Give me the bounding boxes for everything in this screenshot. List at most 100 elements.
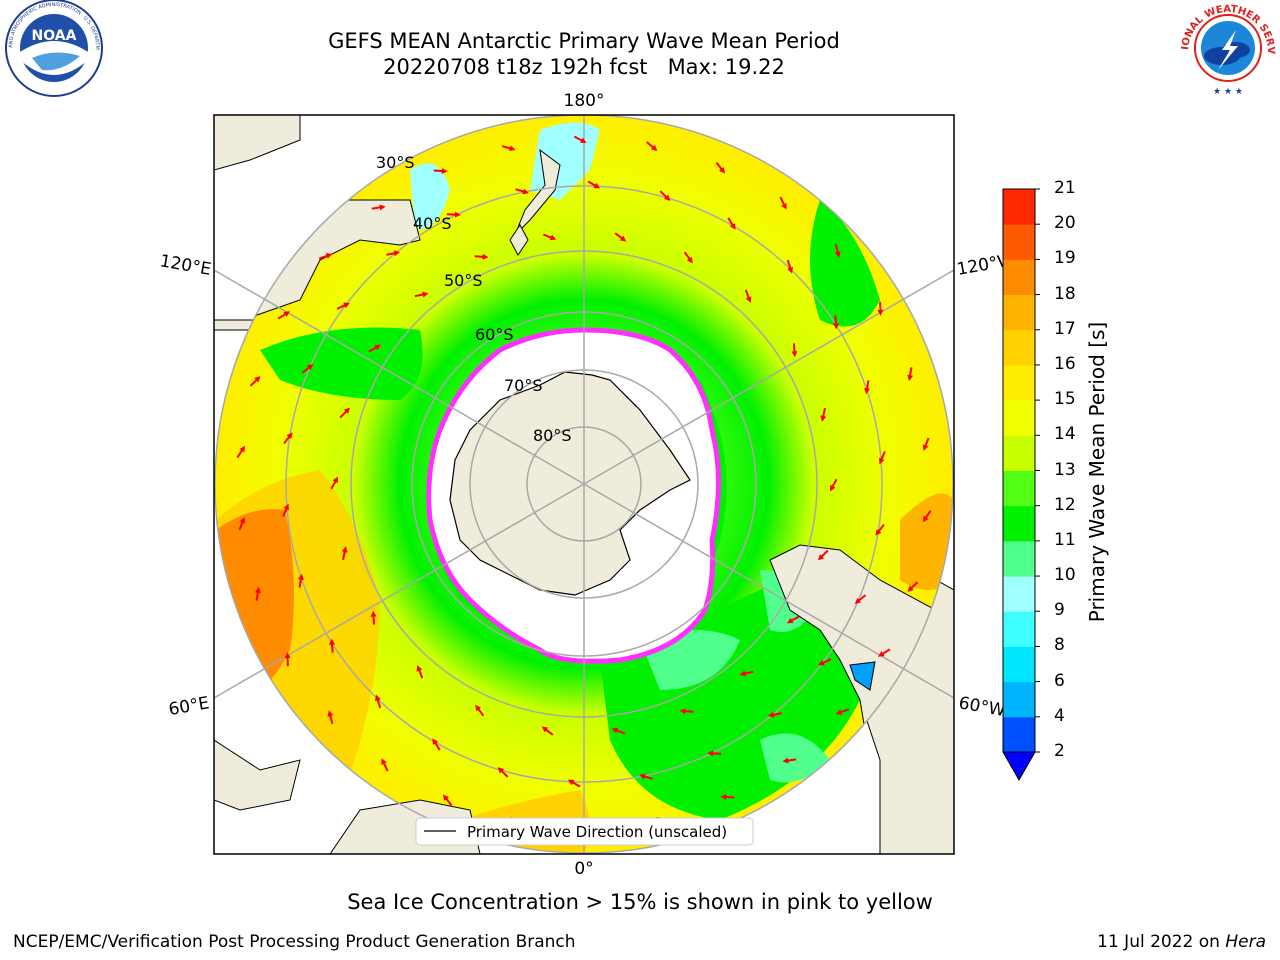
colorbar-band	[1003, 611, 1035, 647]
colorbar-tick-label: 8	[1054, 635, 1065, 656]
wave-arrow	[720, 793, 735, 800]
wave-arrow	[877, 648, 891, 657]
wave-arrow	[659, 190, 671, 201]
lat-label-40: 40°S	[413, 214, 452, 233]
wave-arrow	[381, 758, 389, 772]
wave-arrow	[786, 615, 800, 624]
wave-arrow	[249, 376, 261, 387]
lat-label-30: 30°S	[376, 153, 415, 172]
wave-arrow	[301, 364, 314, 374]
colorbar-band	[1003, 259, 1035, 296]
wave-arrow	[541, 726, 554, 736]
footer-machine: Hera	[1225, 932, 1266, 952]
wave-arrow	[922, 437, 930, 451]
footer-branch: NCEP/EMC/Verification Post Processing Pr…	[13, 932, 576, 952]
wave-arrow	[446, 211, 461, 218]
colorbar-tick-label: 19	[1054, 248, 1076, 269]
wave-arrow	[832, 315, 839, 330]
wave-arrow	[834, 243, 841, 258]
wave-arrow	[416, 664, 424, 679]
wave-arrow	[744, 289, 752, 304]
wave-arrow	[368, 344, 382, 353]
wave-arrow	[297, 573, 304, 588]
wave-arrow	[386, 250, 401, 257]
wave-arrow	[330, 476, 339, 490]
wave-arrow	[475, 704, 485, 717]
wave-arrow	[370, 610, 377, 625]
wave-arrow	[820, 407, 827, 422]
colorbar-band	[1003, 329, 1035, 366]
wave-arrow	[818, 658, 832, 666]
colorbar-tick-label: 12	[1054, 494, 1076, 515]
wave-arrow	[879, 451, 886, 465]
lon-label-180: 180°	[564, 91, 605, 111]
chart-subtitle: 20220708 t18z 192h fcst Max: 19.22	[383, 55, 785, 79]
wave-arrow	[254, 586, 261, 601]
wave-arrow	[501, 145, 516, 152]
wave-arrow	[374, 694, 382, 709]
wave-arrow	[573, 135, 587, 143]
colorbar-tick-label: 20	[1054, 213, 1076, 234]
lon-label-120e: 120°E	[158, 251, 212, 280]
map-frame	[213, 114, 955, 855]
lat-label-70: 70°S	[504, 376, 543, 395]
colorbar-band	[1003, 189, 1035, 225]
wave-arrow	[282, 503, 289, 517]
wave-arrow	[442, 794, 453, 807]
wave-arrow	[318, 253, 333, 260]
wave-arrow	[817, 549, 829, 561]
colorbar-band	[1003, 716, 1035, 753]
wave-arrow	[433, 168, 448, 175]
noaa-logo-text: NOAA	[32, 28, 77, 44]
wave-arrow	[829, 478, 838, 492]
sea-ice-note: Sea Ice Concentration > 15% is shown in …	[347, 890, 933, 914]
lat-label-60: 60°S	[475, 325, 514, 344]
wave-arrow	[767, 711, 782, 718]
wave-arrow	[515, 188, 529, 195]
wave-arrow	[907, 581, 919, 592]
wave-arrow	[339, 407, 351, 419]
wave-arrow	[371, 204, 386, 211]
wave-arrow	[432, 738, 441, 751]
wave-arrow	[238, 517, 246, 531]
colorbar-band	[1003, 224, 1035, 260]
wave-arrow	[683, 251, 693, 264]
colorbar-title: Primary Wave Mean Period [s]	[1085, 321, 1109, 623]
wave-arrow	[414, 291, 429, 298]
legend-label: Primary Wave Direction (unscaled)	[467, 823, 727, 841]
wave-arrow	[614, 232, 627, 242]
colorbar-band	[1003, 576, 1035, 612]
lat-label-50: 50°S	[444, 271, 483, 290]
wave-arrow	[727, 217, 736, 230]
wave-arrow	[835, 708, 850, 715]
wave-direction-arrows	[236, 135, 932, 833]
colorbar-tick-label: 14	[1054, 424, 1076, 445]
wave-arrow	[791, 343, 798, 358]
wave-arrow	[587, 180, 601, 189]
colorbar-band	[1003, 646, 1035, 683]
chart-title: GEFS MEAN Antarctic Primary Wave Mean Pe…	[328, 29, 840, 53]
wave-arrow	[336, 302, 350, 310]
wave-arrow	[707, 750, 722, 757]
footer-date: 11 Jul 2022 on Hera	[1097, 932, 1266, 952]
colorbar-tick-label: 21	[1054, 178, 1076, 198]
colorbar-tick-label: 17	[1054, 318, 1076, 339]
lon-label-0: 0°	[574, 859, 593, 879]
colorbar-tick-label: 15	[1054, 389, 1076, 410]
footer-date-text: 11 Jul 2022 on	[1097, 932, 1226, 952]
colorbar-tick-label: 16	[1054, 353, 1076, 374]
wave-arrow	[567, 779, 581, 788]
noaa-logo: NOAA NATIONAL OCEANIC AND ATMOSPHERIC AD…	[2, 0, 103, 97]
colorbar-band	[1003, 364, 1035, 401]
colorbar-tick-label: 11	[1054, 529, 1076, 550]
wave-arrow	[283, 432, 293, 445]
wave-arrow	[497, 767, 509, 778]
wave-arrow	[341, 546, 348, 561]
colorbar-band	[1003, 435, 1035, 471]
wave-arrow	[786, 259, 794, 274]
graticule	[214, 115, 954, 854]
colorbar-extend-arrow	[1002, 751, 1036, 782]
wave-arrow	[329, 638, 336, 653]
wave-arrow	[611, 727, 626, 735]
wave-arrow	[327, 710, 334, 725]
